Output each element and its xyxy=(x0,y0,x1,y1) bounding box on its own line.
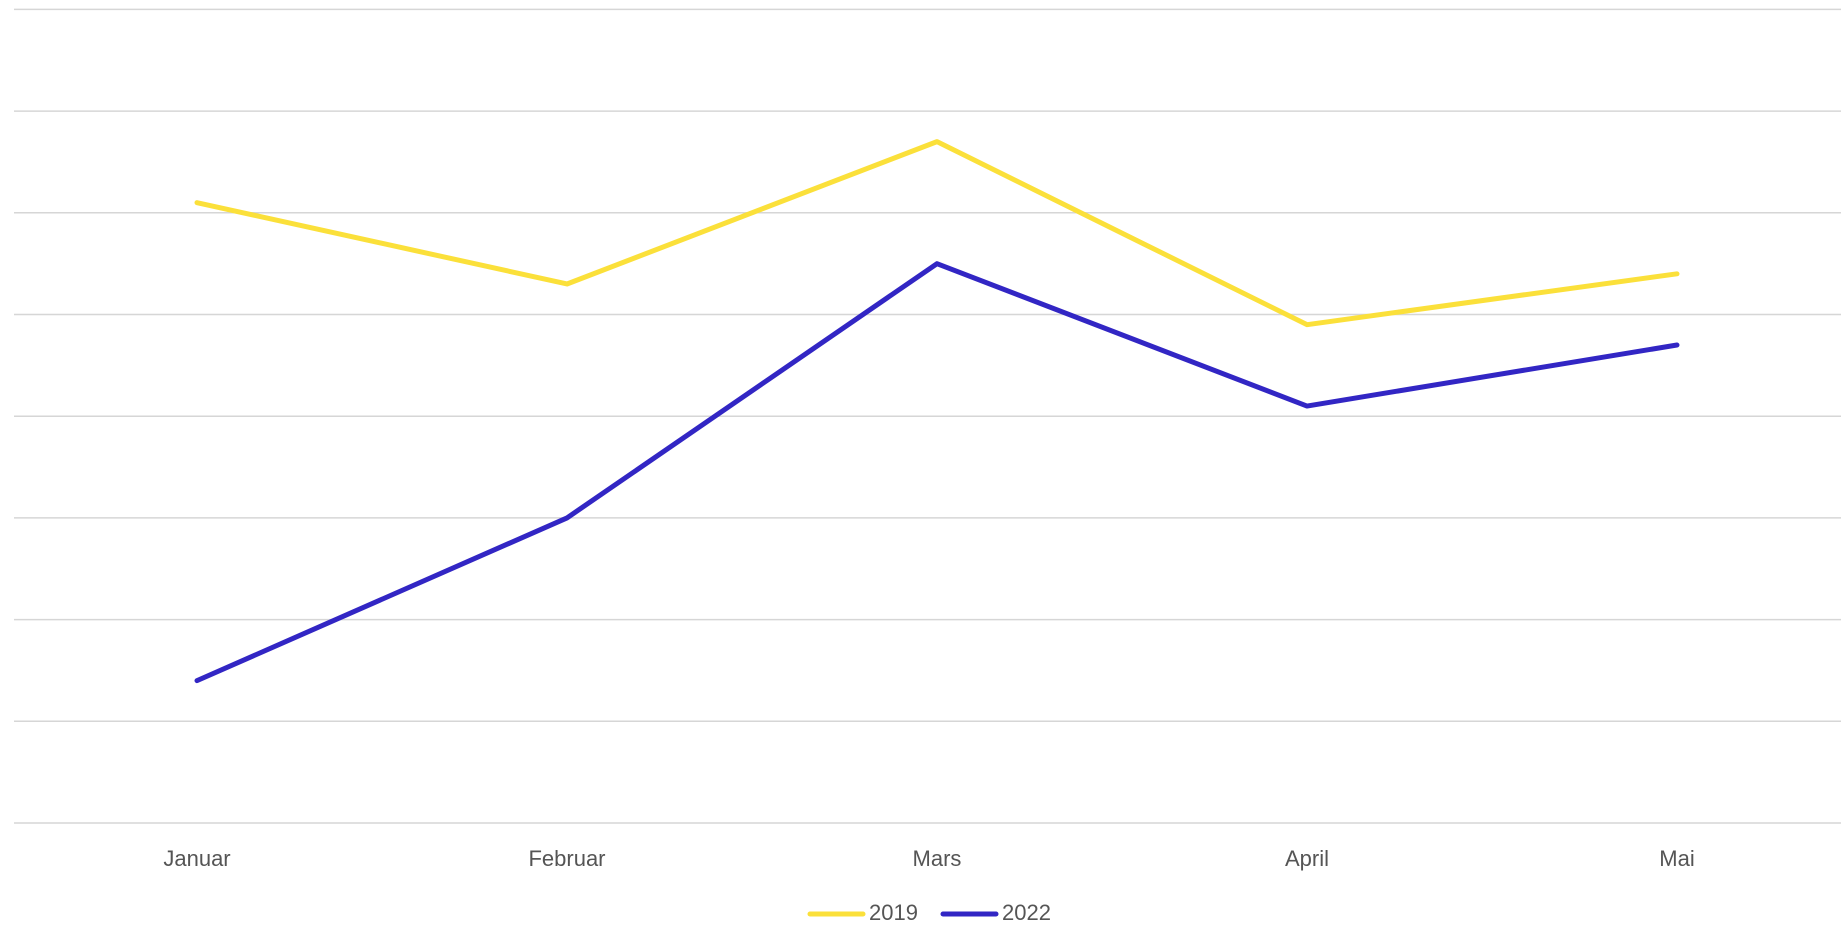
x-tick-label: Mars xyxy=(913,846,962,871)
x-tick-label: Mai xyxy=(1659,846,1694,871)
x-tick-label: Februar xyxy=(528,846,605,871)
series-line xyxy=(194,139,1680,328)
legend-label: 2022 xyxy=(1002,900,1051,925)
series-line xyxy=(194,261,1680,684)
legend-label: 2019 xyxy=(869,900,918,925)
x-tick-label: April xyxy=(1285,846,1329,871)
x-tick-label: Januar xyxy=(163,846,230,871)
